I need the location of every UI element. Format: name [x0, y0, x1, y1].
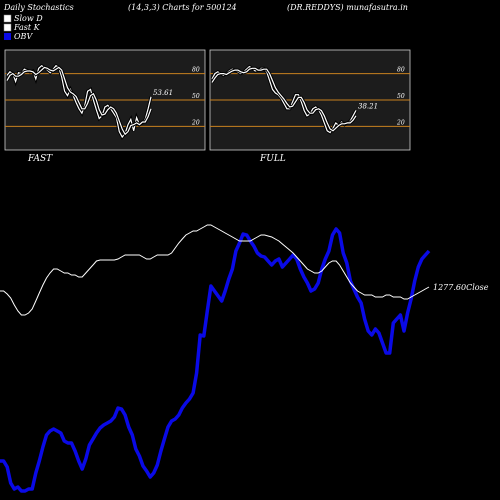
fast-level-label-20: 20 — [191, 119, 200, 126]
full-last-value: 38.21 — [358, 102, 378, 110]
legend-slow-d: Slow D — [14, 14, 43, 23]
fast-panel-title: FAST — [27, 154, 53, 164]
last-price-value: 1277.60 — [433, 283, 466, 292]
legend-fast-k: Fast K — [13, 23, 41, 32]
fast-level-label-80: 80 — [192, 67, 200, 74]
full-level-label-50: 50 — [397, 93, 405, 100]
legend-swatch-slow-d — [3, 14, 12, 23]
full-level-label-80: 80 — [397, 67, 405, 74]
legend: Slow D Fast K OBV — [3, 14, 43, 41]
close-price-line — [0, 224, 430, 316]
header-right: (DR.REDDYS) munafasutra.in — [287, 3, 408, 12]
fast-last-value: 53.61 — [153, 89, 173, 97]
fast-level-label-50: 50 — [192, 93, 200, 100]
full-panel-title: FULL — [259, 154, 286, 164]
legend-obv: OBV — [14, 32, 33, 41]
close-label: Close — [466, 283, 489, 292]
full-series-line-1 — [211, 67, 357, 132]
header-left: Daily Stochastics — [3, 3, 74, 12]
full-stochastic-panel: 20 50 80 38.21 — [209, 49, 411, 151]
full-level-label-20: 20 — [396, 119, 405, 126]
fast-stochastic-panel: 20 50 80 53.61 — [4, 49, 206, 151]
last-price-label: 1277.60Close — [433, 283, 489, 292]
fast-series-line-1 — [6, 66, 152, 136]
obv-line — [0, 227, 431, 493]
legend-swatch-obv — [4, 33, 11, 40]
header-center: (14,3,3) Charts for 500124 — [128, 3, 237, 12]
obv-price-panel — [0, 224, 431, 493]
legend-swatch-fast-k — [3, 23, 12, 32]
